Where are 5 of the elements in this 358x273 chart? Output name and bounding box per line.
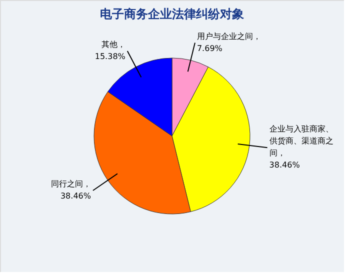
slice-label: 其他，15.38% bbox=[94, 40, 126, 61]
slice-label: 同行之间，38.46% bbox=[50, 180, 92, 201]
chart-title: 电子商务企业法律纠纷对象 bbox=[100, 7, 244, 21]
slice-label: 用户与企业之间，7.69% bbox=[196, 32, 261, 53]
slice-label: 企业与入驻商家、供货商、渠道商之间，38.46% bbox=[269, 124, 334, 170]
